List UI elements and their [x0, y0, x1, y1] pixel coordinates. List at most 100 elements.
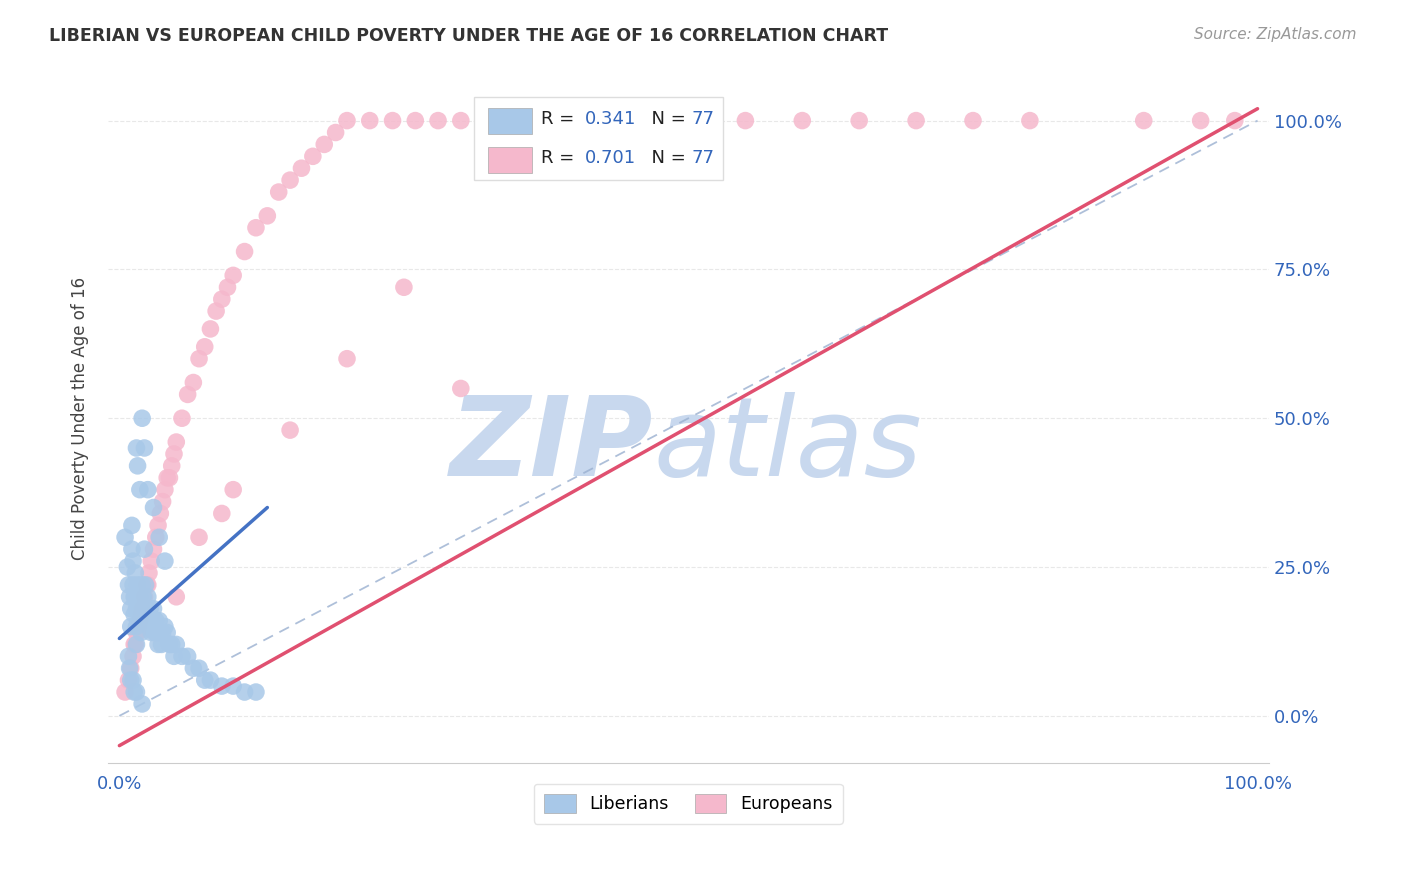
- Point: [145, 530, 167, 544]
- Point: [325, 126, 347, 140]
- Point: [314, 137, 336, 152]
- Point: [127, 458, 149, 473]
- Point: [128, 619, 150, 633]
- Text: 77: 77: [692, 110, 714, 128]
- Point: [153, 619, 176, 633]
- Point: [450, 381, 472, 395]
- Point: [183, 376, 205, 390]
- Point: [165, 590, 187, 604]
- Point: [127, 578, 149, 592]
- Point: [131, 411, 153, 425]
- Point: [163, 649, 186, 664]
- Point: [131, 697, 153, 711]
- Point: [848, 113, 870, 128]
- Point: [506, 113, 529, 128]
- Point: [1019, 113, 1042, 128]
- Point: [450, 113, 472, 128]
- Point: [134, 441, 156, 455]
- Point: [120, 601, 142, 615]
- Point: [233, 685, 256, 699]
- Point: [153, 483, 176, 497]
- Point: [278, 173, 301, 187]
- Point: [142, 601, 165, 615]
- Point: [165, 637, 187, 651]
- Point: [128, 614, 150, 628]
- Point: [125, 619, 148, 633]
- Point: [188, 351, 211, 366]
- Point: [392, 280, 415, 294]
- Point: [176, 387, 198, 401]
- Point: [148, 614, 170, 628]
- Text: ZIP: ZIP: [450, 392, 654, 500]
- Point: [131, 601, 153, 615]
- Point: [598, 113, 620, 128]
- Point: [541, 113, 564, 128]
- Point: [165, 435, 187, 450]
- Text: 0.701: 0.701: [585, 150, 637, 168]
- Point: [146, 625, 169, 640]
- Point: [336, 351, 359, 366]
- Point: [141, 554, 163, 568]
- Point: [118, 590, 141, 604]
- Text: atlas: atlas: [654, 392, 922, 500]
- Point: [302, 149, 325, 163]
- Point: [145, 614, 167, 628]
- Point: [124, 637, 146, 651]
- Point: [336, 113, 359, 128]
- Point: [129, 607, 152, 622]
- Point: [217, 280, 239, 294]
- Point: [290, 161, 312, 176]
- FancyBboxPatch shape: [488, 108, 531, 135]
- Legend: Liberians, Europeans: Liberians, Europeans: [534, 784, 844, 824]
- Point: [176, 649, 198, 664]
- Point: [125, 637, 148, 651]
- Point: [152, 625, 174, 640]
- Point: [267, 185, 290, 199]
- Point: [233, 244, 256, 259]
- Point: [404, 113, 426, 128]
- Point: [149, 625, 172, 640]
- Point: [188, 661, 211, 675]
- Y-axis label: Child Poverty Under the Age of 16: Child Poverty Under the Age of 16: [72, 277, 89, 560]
- Point: [135, 578, 157, 592]
- Point: [127, 601, 149, 615]
- Text: 77: 77: [692, 150, 714, 168]
- Point: [427, 113, 450, 128]
- Point: [150, 637, 173, 651]
- Point: [122, 578, 145, 592]
- Point: [121, 542, 143, 557]
- Point: [256, 209, 278, 223]
- Text: LIBERIAN VS EUROPEAN CHILD POVERTY UNDER THE AGE OF 16 CORRELATION CHART: LIBERIAN VS EUROPEAN CHILD POVERTY UNDER…: [49, 27, 889, 45]
- Point: [194, 673, 217, 687]
- Point: [129, 625, 152, 640]
- Point: [146, 518, 169, 533]
- Point: [125, 685, 148, 699]
- Text: Source: ZipAtlas.com: Source: ZipAtlas.com: [1194, 27, 1357, 42]
- Point: [152, 494, 174, 508]
- Point: [124, 566, 146, 580]
- Point: [211, 292, 233, 306]
- Point: [472, 113, 495, 128]
- Point: [163, 447, 186, 461]
- Point: [122, 685, 145, 699]
- Text: N =: N =: [640, 150, 692, 168]
- Point: [200, 322, 222, 336]
- Point: [222, 268, 245, 283]
- Point: [905, 113, 928, 128]
- Point: [222, 483, 245, 497]
- Text: 0.341: 0.341: [585, 110, 637, 128]
- Point: [135, 601, 157, 615]
- Point: [142, 500, 165, 515]
- Point: [135, 578, 157, 592]
- Point: [117, 649, 139, 664]
- Point: [141, 614, 163, 628]
- Point: [211, 679, 233, 693]
- Point: [122, 637, 145, 651]
- Point: [134, 590, 156, 604]
- Point: [734, 113, 756, 128]
- Point: [194, 340, 217, 354]
- Point: [125, 625, 148, 640]
- Point: [125, 601, 148, 615]
- Point: [122, 607, 145, 622]
- Point: [359, 113, 381, 128]
